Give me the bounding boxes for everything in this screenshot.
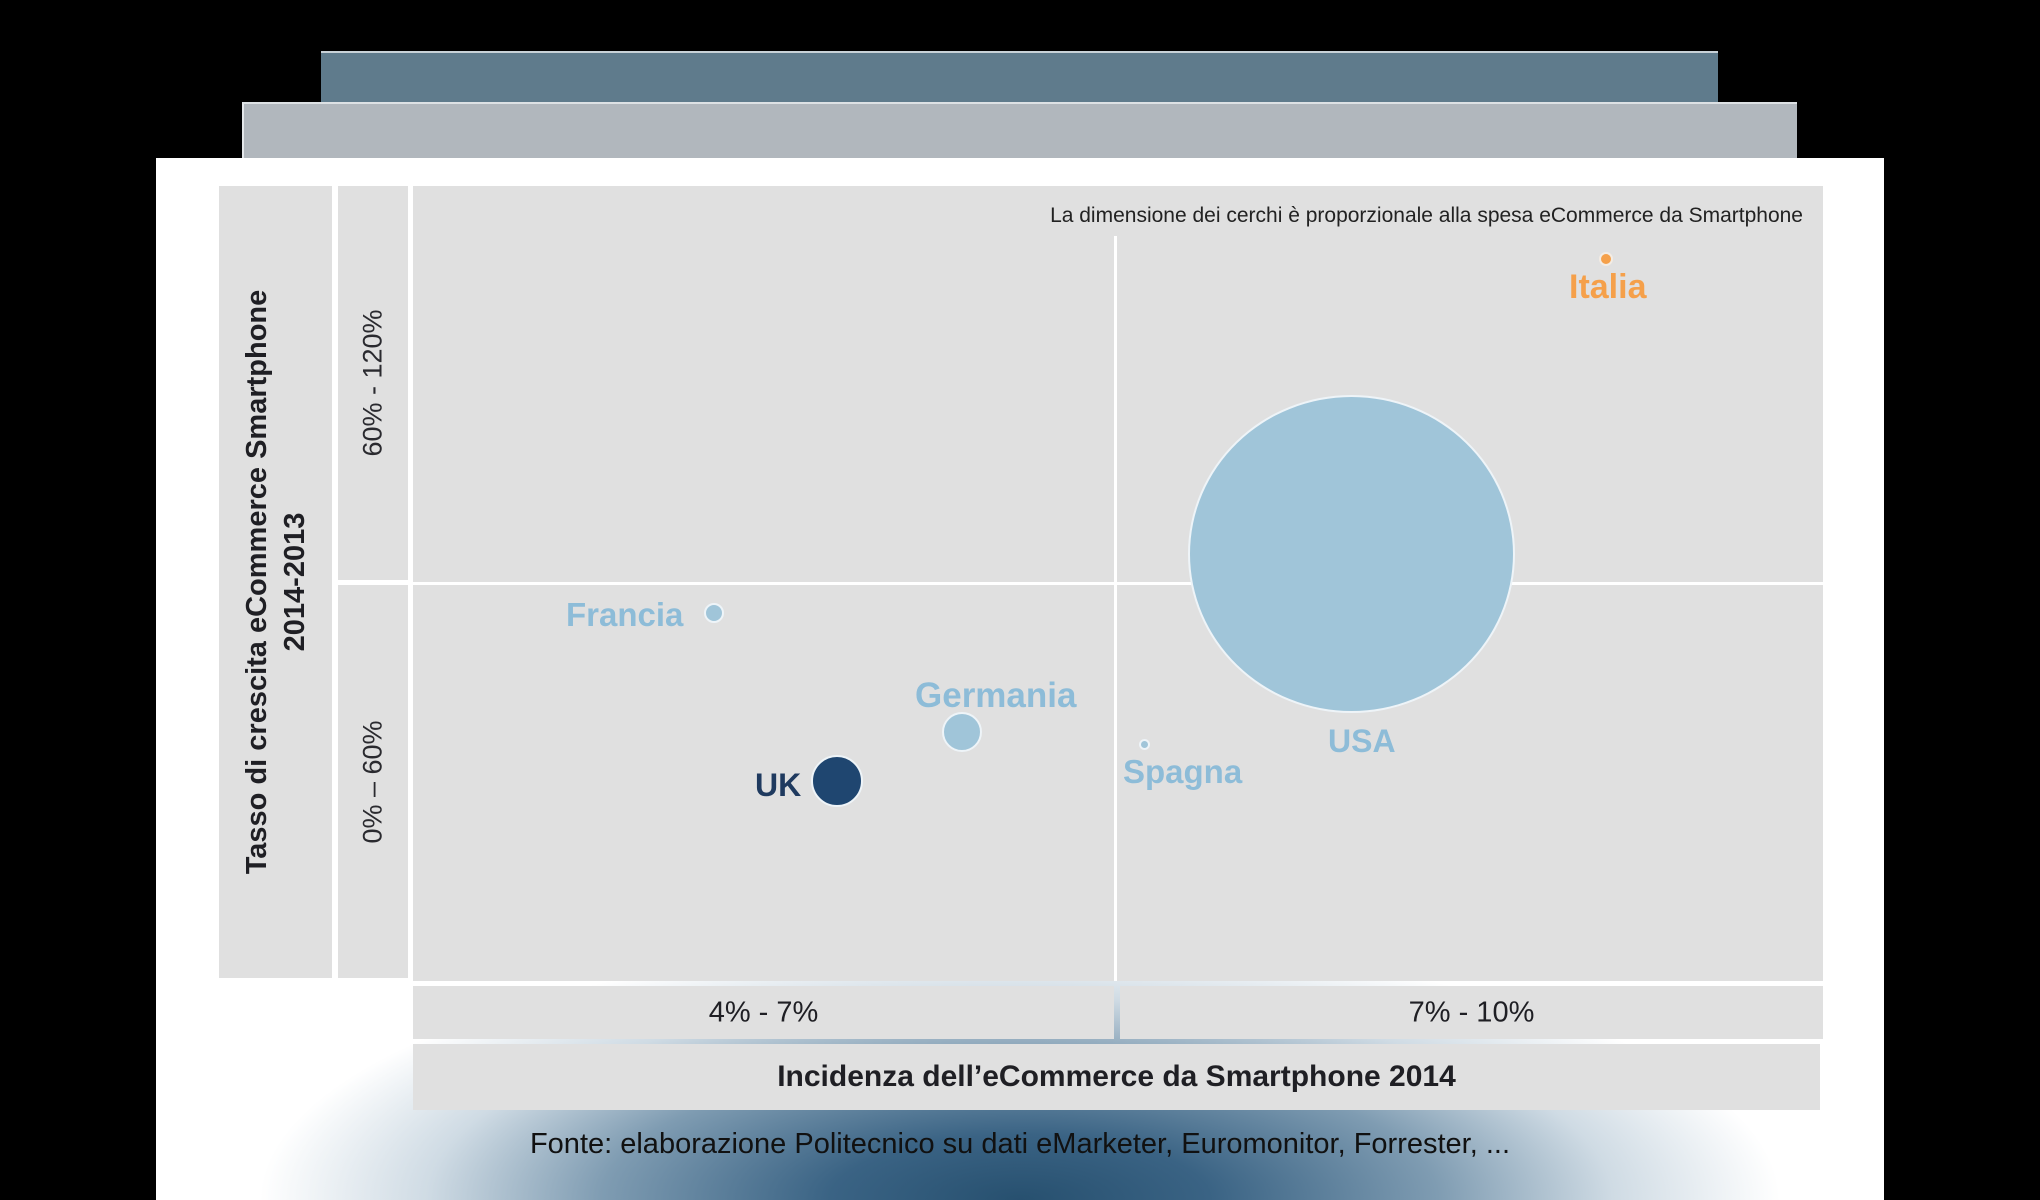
y-range-high-box: 60% - 120%: [338, 186, 408, 580]
x-range-low-box: 4% - 7%: [413, 986, 1114, 1039]
bubble-uk[interactable]: [811, 755, 863, 807]
bubble-size-note: La dimensione dei cerchi è proporzionale…: [1050, 204, 1803, 227]
y-range-low-label: 0% – 60%: [357, 719, 388, 844]
bubble-germania[interactable]: [942, 712, 982, 752]
x-range-low-label: 4% - 7%: [708, 996, 819, 1028]
bubble-usa[interactable]: [1188, 395, 1515, 713]
x-range-high-label: 7% - 10%: [1408, 996, 1535, 1028]
y-axis-title-box: Tasso di crescita eCommerce Smartphone 2…: [219, 186, 332, 978]
x-axis-title: Incidenza dell’eCommerce da Smartphone 2…: [777, 1060, 1456, 1093]
label-spagna: Spagna: [1123, 753, 1243, 790]
y-axis-title-line2: 2014-2013: [278, 512, 311, 652]
bubble-francia[interactable]: [704, 603, 724, 623]
y-range-low-box: 0% – 60%: [338, 585, 408, 978]
bubble-spagna[interactable]: [1139, 739, 1150, 750]
plot-area: La dimensione dei cerchi è proporzionale…: [413, 186, 1823, 981]
y-axis-title-line1: Tasso di crescita eCommerce Smartphone: [240, 289, 273, 875]
x-axis-title-box: Incidenza dell’eCommerce da Smartphone 2…: [413, 1044, 1820, 1110]
vertical-quadrant-divider: [1114, 236, 1117, 981]
source-caption: Fonte: elaborazione Politecnico su dati …: [529, 1128, 1511, 1160]
y-axis-title: Tasso di crescita eCommerce Smartphone 2…: [238, 290, 314, 875]
label-germania: Germania: [915, 676, 1077, 715]
bubble-italia[interactable]: [1599, 252, 1613, 266]
horizontal-quadrant-divider: [413, 582, 1823, 585]
y-range-high-label: 60% - 120%: [357, 309, 388, 457]
label-italia: Italia: [1569, 268, 1647, 306]
label-uk: UK: [755, 767, 802, 803]
header-bar-light: [242, 102, 1797, 158]
label-francia: Francia: [566, 596, 684, 633]
label-usa: USA: [1328, 723, 1396, 759]
x-range-high-box: 7% - 10%: [1120, 986, 1823, 1039]
header-bar-dark: [321, 51, 1718, 103]
